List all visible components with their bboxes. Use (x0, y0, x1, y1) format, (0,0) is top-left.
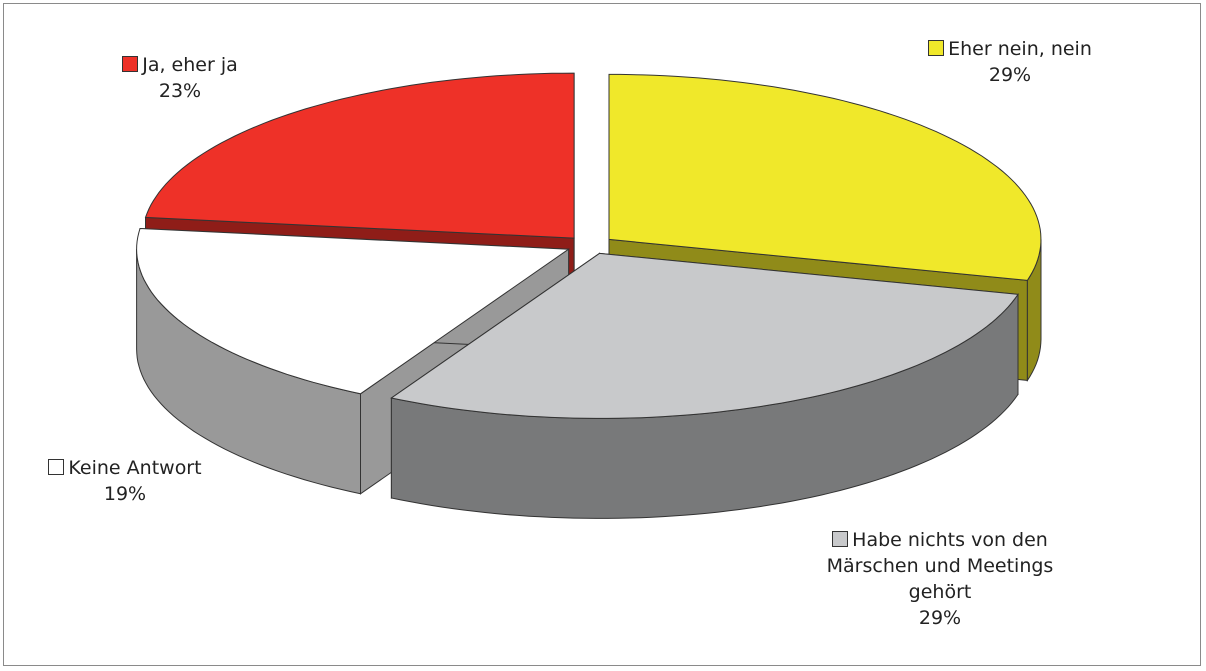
legend-swatch (48, 459, 65, 475)
legend-swatch (122, 56, 139, 72)
slice-label: Ja, eher ja 23% (90, 52, 270, 104)
slice-label: Eher nein, nein 29% (905, 36, 1115, 88)
label-name: Habe nichts von den Märschen und Meeting… (820, 527, 1060, 605)
label-name: Ja, eher ja (90, 52, 270, 78)
category-name: Ja, eher ja (142, 54, 238, 76)
value-label: 19% (103, 483, 147, 505)
value-label: 29% (988, 64, 1032, 86)
slice (390, 252, 1019, 419)
value-label: 23% (158, 80, 202, 102)
category-name: Keine Antwort (68, 457, 202, 479)
label-name: Keine Antwort (25, 455, 225, 481)
legend-swatch (832, 531, 849, 547)
slice (608, 73, 1042, 281)
category-name: Habe nichts von den Märschen und Meeting… (826, 529, 1054, 603)
label-name: Eher nein, nein (905, 36, 1115, 62)
slice-label: Habe nichts von den Märschen und Meeting… (820, 527, 1060, 631)
slice (144, 72, 575, 239)
legend-swatch (928, 40, 945, 56)
category-name: Eher nein, nein (948, 38, 1092, 60)
chart-frame (3, 3, 1201, 666)
slice-label: Keine Antwort 19% (25, 455, 225, 507)
slice (136, 227, 571, 395)
value-label: 29% (918, 607, 962, 629)
